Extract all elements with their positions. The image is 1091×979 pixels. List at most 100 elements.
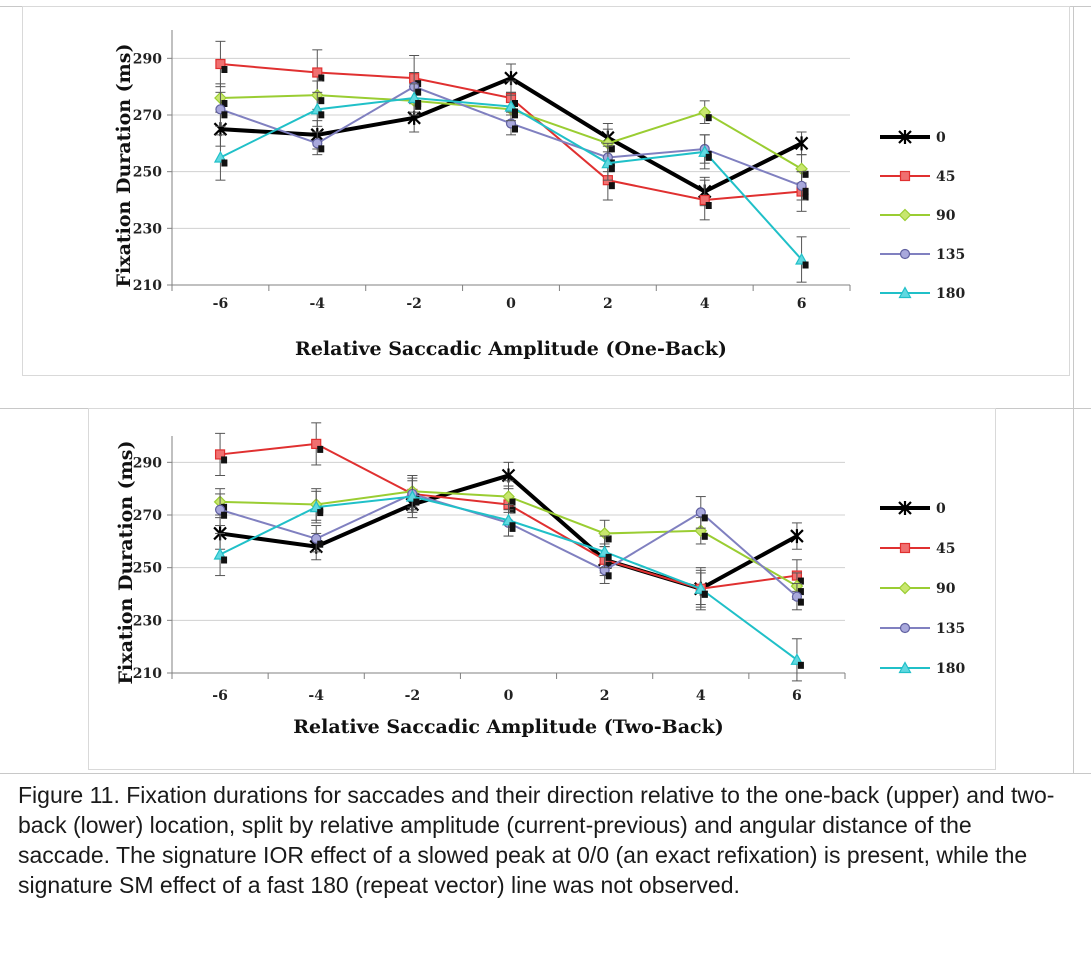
y-tick-label: 270 (133, 508, 162, 524)
data-point-shadow-180 (605, 553, 612, 561)
y-tick-label: 250 (133, 561, 162, 577)
data-point-shadow-90 (797, 588, 804, 596)
data-point-shadow-45 (318, 74, 325, 82)
data-point-shadow-180 (415, 100, 422, 107)
legend-marker (899, 170, 911, 182)
x-axis-title: Relative Saccadic Amplitude (One-Back) (295, 338, 727, 360)
legend-marker (898, 286, 912, 299)
series-180 (213, 83, 809, 283)
data-point-shadow-90 (705, 114, 712, 122)
data-point-shadow-45 (221, 66, 228, 73)
y-tick-label: 210 (133, 278, 162, 294)
legend-marker (898, 501, 912, 515)
data-point-45 (214, 449, 226, 460)
y-tick-label: 290 (133, 455, 162, 471)
data-point-shadow-45 (512, 100, 518, 107)
data-point-shadow-90 (605, 535, 612, 543)
data-point-shadow-135 (701, 514, 708, 522)
x-tick-label: 2 (603, 296, 613, 312)
chart-2: 210 230 250 270 290 -6 -4 -2 0 2 4 6 0 45 90 135 180 Rela… (115, 422, 965, 738)
data-point-shadow-90 (608, 145, 615, 153)
x-axis-title: Relative Saccadic Amplitude (Two-Back) (293, 716, 724, 738)
data-point-0 (790, 529, 804, 544)
legend-label: 135 (936, 621, 965, 637)
series-180 (213, 480, 804, 682)
data-point-shadow-90 (701, 532, 708, 540)
legend-label: 180 (936, 661, 965, 677)
chart-panel-one-back (22, 6, 1070, 376)
y-axis-title: Fixation Duration (ms) (113, 44, 135, 288)
data-point-shadow-135 (317, 540, 324, 548)
x-tick-label: 6 (792, 688, 802, 704)
legend-label: 0 (936, 130, 946, 146)
chart-panel-two-back (88, 408, 996, 770)
legend-marker (898, 581, 912, 595)
legend-marker (899, 248, 911, 260)
x-tick-label: -4 (308, 688, 324, 704)
frame-line-right (1073, 6, 1074, 773)
legend-label: 90 (936, 208, 956, 224)
x-tick-label: -2 (405, 688, 421, 704)
data-point-shadow-180 (701, 590, 708, 598)
data-point-shadow-180 (318, 111, 325, 119)
legend-entry-0: 0 (880, 501, 946, 517)
legend-label: 90 (936, 581, 956, 597)
data-point-shadow-45 (802, 193, 809, 201)
legend-label: 45 (936, 169, 955, 185)
legend-marker (898, 130, 912, 144)
data-point-shadow-45 (797, 577, 804, 585)
data-point-shadow-180 (705, 153, 712, 161)
data-point-0 (794, 136, 809, 151)
data-point-shadow-45 (317, 445, 324, 453)
legend-entry-180: 180 (880, 286, 965, 302)
x-tick-label: -2 (406, 296, 422, 312)
chart-1: 210 230 250 270 290 -6 -4 -2 0 2 4 6 0 45 90 135 180 Rela… (113, 30, 965, 360)
data-point-shadow-180 (797, 661, 804, 669)
data-point-shadow-180 (512, 108, 518, 116)
frame-line-lower (0, 773, 1091, 774)
data-point-shadow-90 (802, 170, 809, 178)
legend-label: 135 (936, 247, 965, 263)
data-point-shadow-90 (318, 97, 325, 105)
x-tick-label: -6 (212, 688, 228, 704)
y-tick-label: 290 (133, 51, 162, 67)
data-point-shadow-90 (509, 498, 516, 506)
data-point-shadow-45 (705, 202, 712, 209)
y-tick-label: 270 (133, 108, 162, 124)
legend-entry-45: 45 (880, 541, 955, 557)
data-point-shadow-135 (415, 88, 422, 96)
data-point-45 (699, 194, 710, 206)
data-point-shadow-135 (797, 598, 804, 606)
legend-marker (898, 661, 912, 674)
legend-marker (898, 208, 912, 222)
legend-entry-135: 135 (880, 247, 965, 263)
x-tick-label: 4 (700, 296, 710, 312)
legend-label: 0 (936, 501, 946, 517)
x-tick-label: 0 (506, 296, 516, 312)
legend-entry-180: 180 (880, 661, 965, 677)
data-point-shadow-135 (802, 187, 809, 195)
data-point-shadow-180 (221, 159, 228, 167)
data-point-shadow-180 (802, 261, 809, 269)
x-tick-label: 2 (600, 688, 610, 704)
data-point-shadow-135 (221, 511, 228, 519)
data-point-shadow-180 (608, 165, 615, 173)
y-tick-label: 230 (133, 613, 162, 629)
y-tick-label: 250 (133, 165, 162, 181)
data-point-shadow-180 (317, 509, 324, 517)
legend-entry-135: 135 (880, 621, 965, 637)
y-axis-title: Fixation Duration (ms) (115, 441, 137, 685)
legend-marker (899, 622, 911, 634)
figure-caption: Figure 11. Fixation durations for saccad… (18, 782, 1055, 898)
y-tick-label: 230 (133, 221, 162, 237)
x-tick-label: 0 (504, 688, 514, 704)
x-tick-label: 4 (696, 688, 706, 704)
data-point-shadow-180 (509, 522, 516, 530)
x-tick-label: 6 (797, 296, 807, 312)
data-point-45 (311, 438, 322, 449)
y-tick-label: 210 (133, 666, 162, 682)
x-tick-label: -6 (213, 296, 229, 312)
data-point-shadow-180 (413, 498, 420, 506)
data-point-shadow-135 (318, 145, 325, 153)
